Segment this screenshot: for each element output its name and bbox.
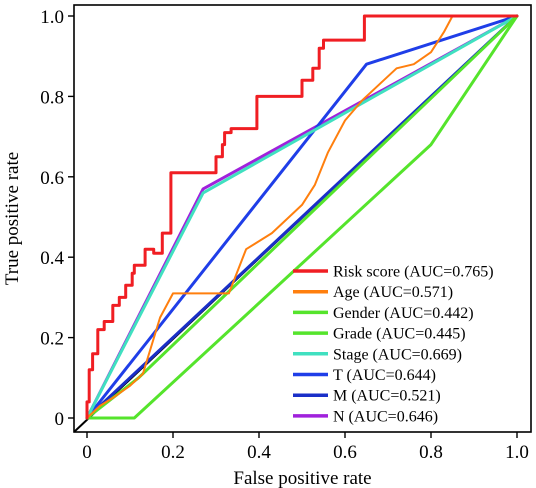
series-line-6 [85, 14, 519, 420]
legend-label-2: Age (AUC=0.571) [333, 284, 453, 301]
x-tick-label: 0 [82, 442, 92, 463]
legend-label-6: T (AUC=0.644) [333, 367, 436, 384]
legend-label-5: Stage (AUC=0.669) [333, 346, 462, 363]
y-tick-label: 0.8 [40, 87, 64, 108]
y-tick-label: 0.6 [40, 168, 64, 189]
y-tick-label: 1.0 [40, 7, 64, 28]
legend-label-3: Gender (AUC=0.442) [333, 305, 474, 322]
series-line-2 [86, 15, 518, 419]
y-tick-label: 0 [55, 409, 65, 430]
series-line-1 [85, 14, 519, 420]
legend-label-1: Risk score (AUC=0.765) [333, 264, 494, 281]
legend-label-7: M (AUC=0.521) [333, 388, 441, 405]
x-tick-label: 0.6 [333, 442, 357, 463]
y-tick-label: 0.4 [40, 248, 64, 269]
x-tick-label: 0.2 [161, 442, 185, 463]
series-lines [85, 14, 519, 420]
legend-label-4: Grade (AUC=0.445) [333, 326, 466, 343]
x-tick-label: 1.0 [505, 442, 529, 463]
axes: 0 0.2 0.4 0.6 0.8 1.0 0 0.2 0.4 0.6 0.8 1.0 [40, 7, 529, 463]
x-axis-title: False positive rate [233, 468, 371, 488]
x-tick-label: 0.4 [247, 442, 271, 463]
legend: Risk score (AUC=0.765) Age (AUC=0.571) Gen… [293, 264, 494, 425]
y-tick-label: 0.2 [40, 329, 64, 350]
y-axis-title: True positive rate [2, 152, 23, 285]
x-tick-label: 0.8 [419, 442, 443, 463]
legend-label-8: N (AUC=0.646) [333, 408, 438, 425]
series-line-5 [85, 14, 519, 420]
series-line-3 [85, 14, 519, 420]
